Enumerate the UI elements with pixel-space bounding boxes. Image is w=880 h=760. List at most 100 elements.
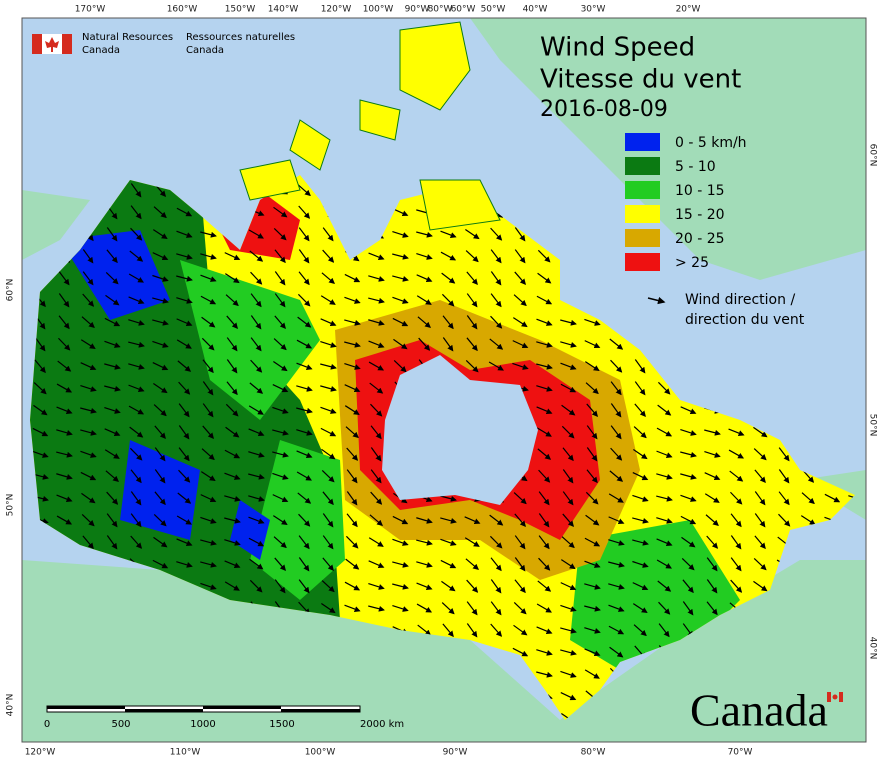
legend-label: > 25 — [675, 255, 709, 271]
wind-arrow — [104, 317, 121, 327]
wind-arrow — [656, 450, 673, 458]
wind-arrow — [56, 451, 73, 458]
map-frame — [21, 17, 867, 743]
wind-arrow — [224, 581, 240, 591]
wind-arrow — [32, 427, 49, 437]
wind-arrow — [274, 315, 286, 330]
wind-arrow — [104, 363, 121, 370]
wind-arrow — [416, 517, 433, 524]
wind-arrow — [584, 648, 601, 657]
wind-arrow — [681, 558, 695, 571]
wind-arrow — [466, 293, 478, 308]
wind-arrow — [536, 341, 553, 348]
wind-arrow — [178, 381, 191, 395]
wind-arrow — [248, 495, 265, 502]
canada-wordmark: Canada — [690, 685, 828, 736]
wind-arrow — [704, 429, 721, 436]
wind-arrow — [656, 538, 673, 546]
scale-label: 500 — [111, 719, 130, 730]
wind-arrow — [152, 361, 169, 371]
wind-arrow — [514, 579, 526, 594]
legend-swatch — [625, 133, 660, 151]
wind-arrow — [608, 561, 625, 568]
wind-arrow — [297, 184, 311, 197]
wind-arrow — [322, 227, 334, 242]
wind-arrow — [225, 403, 239, 417]
legend-swatch — [625, 229, 660, 247]
wind-arrow — [610, 425, 622, 440]
wind-arrow — [392, 317, 409, 327]
graticule-label: 120°W — [321, 5, 352, 15]
wind-arrow — [320, 385, 337, 392]
logo-text: Ressources naturelles — [186, 32, 295, 43]
wind-arrow — [273, 227, 287, 241]
wind-arrow — [490, 557, 502, 572]
wind-arrow — [560, 604, 577, 612]
graticule-label: 50°N — [868, 414, 878, 437]
wind-arrow — [296, 429, 313, 436]
wind-arrow — [370, 425, 382, 440]
wind-arrow — [632, 494, 649, 502]
wind-arrow — [560, 341, 577, 348]
wind-arrow — [178, 469, 191, 483]
wind-arrow — [368, 361, 385, 371]
wind-arrow — [560, 559, 576, 570]
wind-arrow — [130, 227, 143, 241]
graticule-label: 80°W — [428, 5, 453, 15]
wind-arrow — [466, 337, 478, 352]
flag-bar — [62, 34, 72, 54]
legend-label: direction du vent — [685, 312, 805, 328]
wind-arrow — [344, 405, 360, 415]
wind-arrow — [561, 425, 575, 439]
wind-arrow — [130, 469, 142, 484]
wind-arrow — [176, 515, 192, 525]
logo-text: Natural Resources — [82, 32, 173, 43]
wind-arrow — [176, 230, 193, 238]
wind-arrow — [393, 338, 408, 350]
wind-arrow — [512, 647, 529, 657]
graticule-label: 40°N — [6, 694, 16, 717]
wind-arrow — [368, 252, 385, 260]
wind-arrow — [754, 535, 766, 550]
graticule-label: 50°W — [481, 5, 506, 15]
wind-arrow — [418, 337, 431, 351]
wind-arrow — [34, 359, 46, 374]
wind-arrow — [562, 469, 574, 484]
wind-arrow — [106, 513, 118, 528]
wind-arrow — [296, 471, 312, 481]
wind-arrow — [200, 231, 217, 238]
wind-arrow — [514, 249, 526, 264]
wind-arrow — [224, 560, 241, 569]
wind-arrow — [609, 646, 624, 658]
graticule-label: 160°W — [167, 5, 198, 15]
wind-arrow — [656, 517, 673, 524]
wind-arrow — [273, 361, 288, 372]
wind-arrow — [56, 473, 73, 480]
wind-arrow — [586, 425, 598, 440]
wind-arrow — [154, 447, 166, 462]
nrcan-logo: Natural Resources Canada Ressources natu… — [32, 32, 295, 56]
wind-arrow — [490, 249, 502, 264]
wind-arrow — [346, 447, 359, 461]
wind-arrow — [200, 539, 217, 546]
wind-arrow — [562, 491, 574, 506]
wind-arrow — [224, 449, 241, 459]
wind-arrow — [105, 294, 120, 306]
wind-arrow — [753, 448, 767, 461]
wind-arrow — [585, 382, 599, 395]
wind-arrow — [56, 494, 73, 502]
wind-arrow — [537, 580, 552, 592]
wind-arrow — [56, 515, 73, 525]
wind-arrow — [584, 627, 601, 634]
wind-arrow — [34, 337, 46, 352]
wind-arrow — [753, 580, 768, 592]
wind-arrow — [754, 513, 766, 528]
wind-arrow — [296, 385, 313, 392]
wind-arrow — [152, 297, 169, 304]
wind-arrow — [201, 316, 216, 328]
wind-arrow — [416, 274, 433, 283]
wind-arrow — [296, 450, 313, 458]
wind-arrow — [176, 297, 193, 304]
wind-arrow — [176, 253, 193, 260]
wind-arrow — [176, 339, 192, 349]
